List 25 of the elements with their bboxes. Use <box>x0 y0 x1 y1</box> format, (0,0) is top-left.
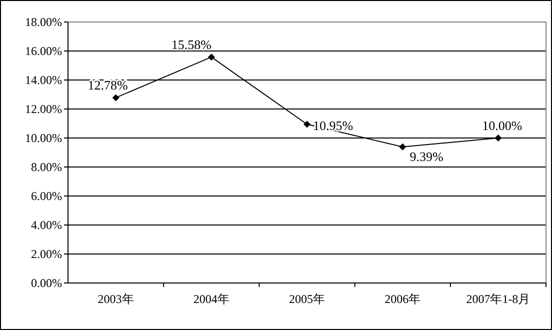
x-tick-label: 2006年 <box>384 292 421 306</box>
y-tick-label: 2.00% <box>31 247 62 261</box>
y-tick-label: 16.00% <box>25 44 62 58</box>
point <box>399 143 406 150</box>
x-tick-label: 2004年 <box>193 292 230 306</box>
data-label: 10.00% <box>482 118 522 133</box>
data-label: 9.39% <box>410 148 444 164</box>
point <box>208 54 215 61</box>
data-label: 12.78% <box>88 78 128 93</box>
y-tick-label: 10.00% <box>25 131 62 145</box>
data-label: 10.95% <box>312 118 354 134</box>
x-tick-label: 2007年1-8月 <box>466 292 530 306</box>
y-tick-label: 4.00% <box>31 218 62 232</box>
point <box>494 134 502 142</box>
x-tick-label: 2005年 <box>289 292 325 306</box>
y-tick-label: 14.00% <box>25 73 62 87</box>
y-tick-label: 6.00% <box>31 189 62 203</box>
point <box>304 120 310 128</box>
point <box>112 94 120 102</box>
x-tick-label: 2003年 <box>98 292 134 306</box>
y-tick-label: 18.00% <box>25 15 62 29</box>
y-tick-label: 12.00% <box>25 102 62 116</box>
y-tick-label: 8.00% <box>31 160 62 174</box>
data-label: 15.58% <box>171 37 212 52</box>
y-tick-label: 0.00% <box>31 276 62 290</box>
